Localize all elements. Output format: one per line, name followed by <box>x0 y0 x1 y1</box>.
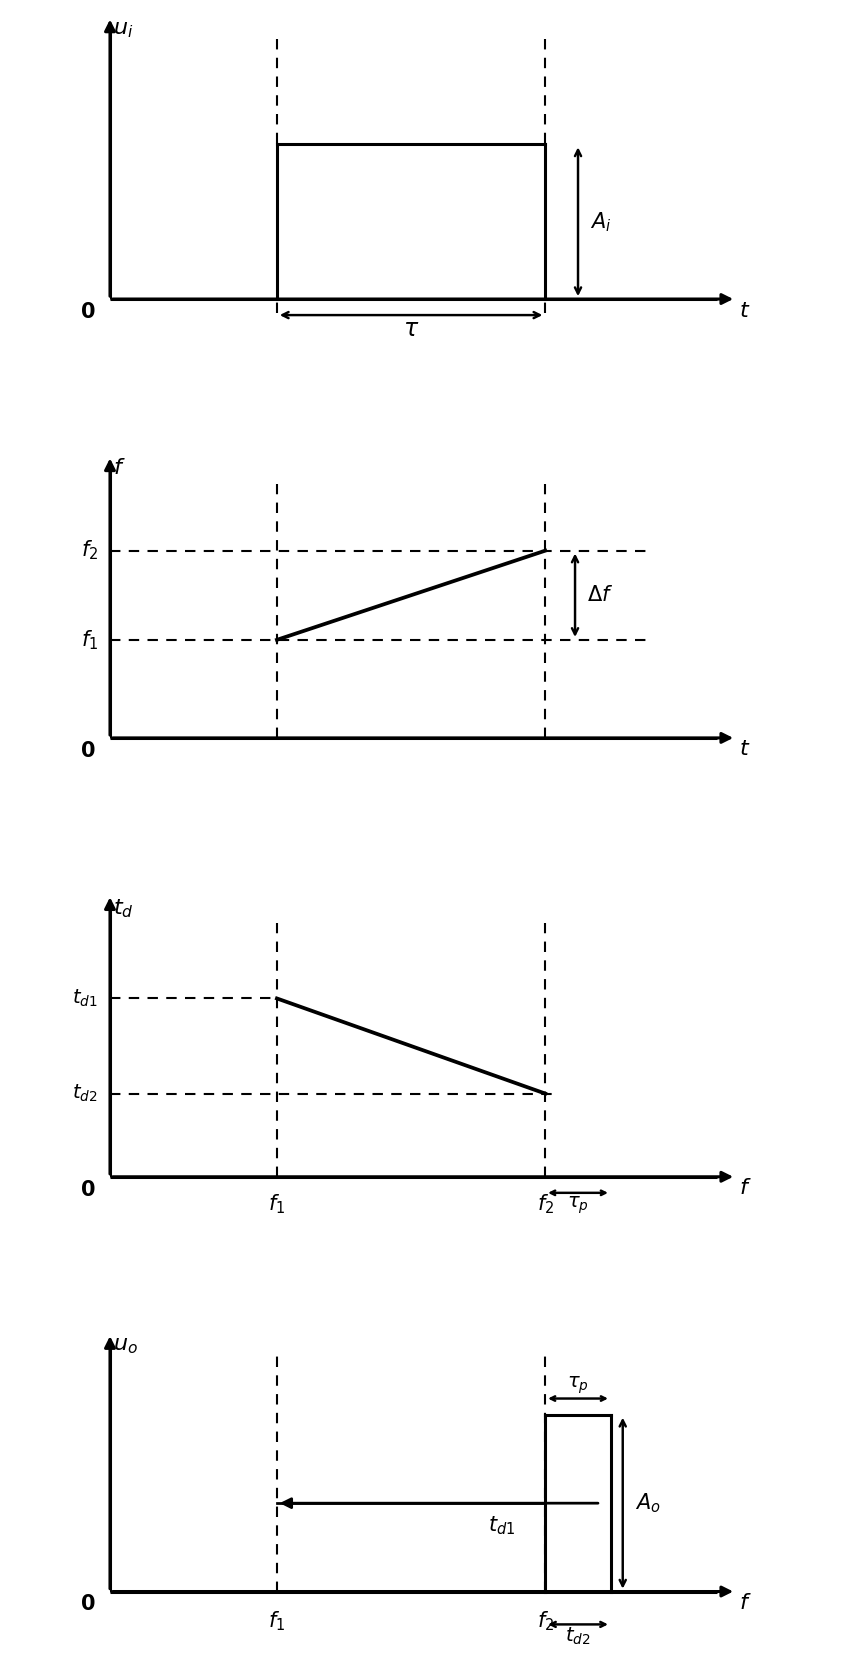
Text: $\Delta f$: $\Delta f$ <box>587 585 613 605</box>
Text: $f_1$: $f_1$ <box>268 1610 286 1633</box>
Text: $u_i$: $u_i$ <box>113 20 134 40</box>
Text: $\mathbf{0}$: $\mathbf{0}$ <box>80 302 95 322</box>
Text: $f$: $f$ <box>739 1178 751 1198</box>
Text: $t_{d1}$: $t_{d1}$ <box>73 987 98 1009</box>
Text: $t$: $t$ <box>739 739 750 759</box>
Text: $u_o$: $u_o$ <box>113 1336 138 1356</box>
Text: $f_1$: $f_1$ <box>81 629 98 652</box>
Text: $f_2$: $f_2$ <box>536 1610 554 1633</box>
Text: $f_2$: $f_2$ <box>536 1193 554 1216</box>
Text: $A_o$: $A_o$ <box>634 1491 661 1515</box>
Text: $f_1$: $f_1$ <box>268 1193 286 1216</box>
Text: $\mathbf{0}$: $\mathbf{0}$ <box>80 1179 95 1199</box>
Text: $A_i$: $A_i$ <box>590 210 612 234</box>
Text: $\mathbf{0}$: $\mathbf{0}$ <box>80 1595 95 1615</box>
Text: $\tau_p$: $\tau_p$ <box>567 1374 589 1396</box>
Text: $f$: $f$ <box>739 1593 751 1613</box>
Text: $t_{d1}$: $t_{d1}$ <box>488 1515 515 1536</box>
Text: $\tau_p$: $\tau_p$ <box>567 1194 589 1216</box>
Text: $t$: $t$ <box>739 300 750 320</box>
Text: $t_{d2}$: $t_{d2}$ <box>73 1083 98 1104</box>
Text: $\mathbf{0}$: $\mathbf{0}$ <box>80 741 95 761</box>
Text: $f_2$: $f_2$ <box>81 539 98 562</box>
Text: $t_{d2}$: $t_{d2}$ <box>565 1626 591 1646</box>
Text: $t_d$: $t_d$ <box>113 897 134 919</box>
Text: $\tau$: $\tau$ <box>403 317 420 340</box>
Text: $f$: $f$ <box>113 459 125 479</box>
